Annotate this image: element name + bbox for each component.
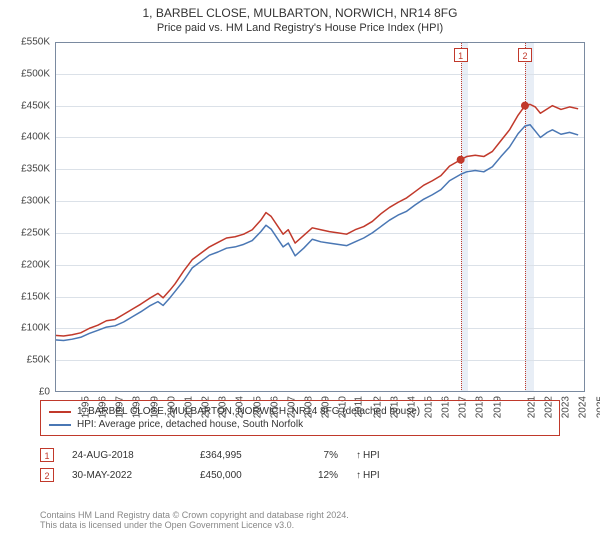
data-point-marker [457, 156, 464, 163]
legend-label-1: 1, BARBEL CLOSE, MULBARTON, NORWICH, NR1… [77, 406, 420, 417]
footnote-line1: Contains HM Land Registry data © Crown c… [40, 510, 560, 520]
y-tick-label: £200K [0, 259, 50, 270]
legend-swatch-2 [49, 424, 71, 426]
series-line [55, 104, 578, 336]
transaction-marker-1: 1 [454, 48, 468, 62]
y-tick-label: £50K [0, 355, 50, 366]
tx-price: £450,000 [200, 470, 280, 481]
plot-area [55, 42, 585, 392]
tx-hpi: ↑ HPI [356, 470, 380, 481]
tx-date: 30-MAY-2022 [72, 470, 182, 481]
tx-pct: 7% [298, 450, 338, 461]
arrow-up-icon: ↑ [356, 450, 361, 461]
y-tick-label: £350K [0, 164, 50, 175]
tx-price: £364,995 [200, 450, 280, 461]
footnote: Contains HM Land Registry data © Crown c… [40, 510, 560, 530]
y-tick-label: £300K [0, 196, 50, 207]
y-tick-label: £550K [0, 37, 50, 48]
y-tick-label: £100K [0, 323, 50, 334]
y-tick-label: £400K [0, 132, 50, 143]
transaction-row: 2 30-MAY-2022 £450,000 12% ↑ HPI [40, 465, 560, 485]
legend-row-series2: HPI: Average price, detached house, Sout… [49, 418, 551, 431]
tx-pct: 12% [298, 470, 338, 481]
arrow-up-icon: ↑ [356, 470, 361, 481]
data-point-marker [521, 102, 528, 109]
x-tick-label: 2023 [561, 396, 572, 418]
transaction-row: 1 24-AUG-2018 £364,995 7% ↑ HPI [40, 445, 560, 465]
chart-subtitle: Price paid vs. HM Land Registry's House … [0, 20, 600, 38]
y-tick-label: £450K [0, 100, 50, 111]
y-tick-label: £500K [0, 68, 50, 79]
y-tick-label: £250K [0, 227, 50, 238]
series-svg [55, 42, 585, 392]
transaction-table: 1 24-AUG-2018 £364,995 7% ↑ HPI 2 30-MAY-2022 £… [40, 445, 560, 485]
chart-title: 1, BARBEL CLOSE, MULBARTON, NORWICH, NR1… [0, 0, 600, 20]
y-tick-label: £0 [0, 387, 50, 398]
tx-date: 24-AUG-2018 [72, 450, 182, 461]
legend-row-series1: 1, BARBEL CLOSE, MULBARTON, NORWICH, NR1… [49, 405, 551, 418]
transaction-marker-2: 2 [518, 48, 532, 62]
x-tick-label: 2024 [578, 396, 589, 418]
x-tick-label: 2025 [595, 396, 600, 418]
tx-hpi: ↑ HPI [356, 450, 380, 461]
legend-swatch-1 [49, 411, 71, 413]
tx-marker: 2 [40, 468, 54, 482]
y-tick-label: £150K [0, 291, 50, 302]
footnote-line2: This data is licensed under the Open Gov… [40, 520, 560, 530]
price-chart-container: 1, BARBEL CLOSE, MULBARTON, NORWICH, NR1… [0, 0, 600, 560]
tx-marker: 1 [40, 448, 54, 462]
legend-label-2: HPI: Average price, detached house, Sout… [77, 419, 303, 430]
legend: 1, BARBEL CLOSE, MULBARTON, NORWICH, NR1… [40, 400, 560, 436]
